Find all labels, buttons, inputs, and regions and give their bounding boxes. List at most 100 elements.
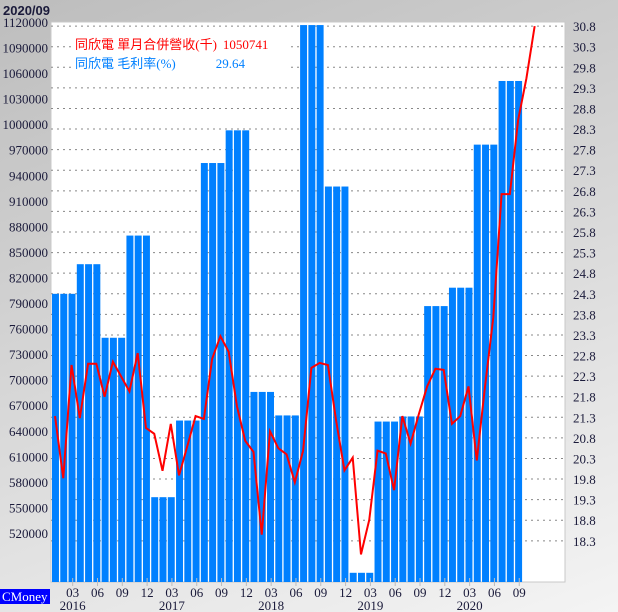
- revenue-bar: [324, 186, 332, 582]
- revenue-bar: [93, 264, 101, 582]
- legend-revenue-name: 同欣電 單月合併營收(千): [75, 37, 217, 52]
- revenue-bar: [366, 572, 374, 582]
- revenue-bar: [217, 163, 225, 582]
- left-axis-tick: 970000: [9, 143, 48, 158]
- revenue-bar: [184, 420, 192, 582]
- year-label: 2016: [60, 598, 87, 612]
- margin-line: [54, 25, 536, 555]
- left-axis-tick: 1030000: [3, 92, 49, 107]
- x-tick-label: 06: [488, 585, 502, 600]
- left-axis-tick: 1120000: [3, 15, 48, 30]
- legend-revenue-value: 1050741: [222, 37, 269, 52]
- revenue-bar: [250, 391, 258, 582]
- revenue-bar: [407, 416, 415, 582]
- left-axis-tick: 940000: [9, 168, 48, 183]
- left-axis-tick: 880000: [9, 219, 48, 234]
- x-tick-label: 03: [165, 585, 178, 600]
- revenue-bar: [316, 25, 324, 583]
- x-tick-label: 12: [339, 585, 352, 600]
- year-label: 2020: [457, 598, 483, 612]
- revenue-bar: [457, 287, 465, 582]
- right-axis-tick: 23.8: [573, 307, 596, 322]
- revenue-bar: [142, 235, 150, 582]
- right-axis-tick: 26.3: [573, 204, 596, 219]
- left-axis-tick: 520000: [9, 526, 48, 541]
- right-axis-tick: 20.3: [573, 451, 596, 466]
- revenue-bar: [374, 421, 382, 582]
- revenue-bar: [151, 497, 159, 582]
- right-axis-tick: 29.8: [573, 60, 596, 75]
- right-axis-tick: 25.8: [573, 225, 596, 240]
- right-axis-tick: 30.8: [573, 19, 596, 34]
- revenue-bar: [515, 80, 523, 583]
- legend-margin: 同欣電 毛利率(%) 29.64: [75, 54, 283, 73]
- left-axis-tick: 700000: [9, 373, 48, 388]
- legend: 同欣電 單月合併營收(千) 1050741 同欣電 毛利率(%) 29.64: [71, 35, 287, 73]
- revenue-bar: [101, 337, 109, 582]
- revenue-bar: [349, 572, 357, 582]
- revenue-bar: [498, 80, 506, 583]
- x-tick-label: 03: [463, 585, 476, 600]
- left-axis-tick: 670000: [9, 398, 48, 413]
- revenue-bar: [209, 163, 217, 582]
- right-axis-tick: 22.8: [573, 349, 596, 364]
- revenue-bar: [341, 186, 349, 582]
- x-tick-label: 03: [364, 585, 377, 600]
- x-tick-label: 06: [190, 585, 204, 600]
- revenue-bar: [267, 391, 274, 582]
- revenue-bar: [118, 337, 126, 582]
- revenue-bar: [233, 130, 241, 582]
- left-axis-tick: 850000: [9, 245, 48, 260]
- x-tick-label: 12: [141, 585, 154, 600]
- revenue-bar: [448, 287, 456, 582]
- left-axis-tick: 790000: [9, 296, 48, 311]
- revenue-bar: [432, 306, 440, 582]
- x-tick-label: 06: [91, 585, 105, 600]
- right-axis-tick: 24.8: [573, 266, 596, 281]
- x-tick-label: 03: [66, 585, 79, 600]
- x-tick-label: 12: [240, 585, 253, 600]
- revenue-bar: [283, 415, 291, 582]
- revenue-bar: [291, 415, 299, 582]
- revenue-bar: [85, 264, 93, 582]
- legend-revenue: 同欣電 單月合併營收(千) 1050741: [75, 35, 283, 54]
- revenue-bar: [399, 416, 407, 582]
- right-axis-tick: 21.8: [573, 390, 596, 405]
- right-axis-tick: 19.8: [573, 472, 596, 487]
- right-axis-tick: 21.3: [573, 410, 596, 425]
- x-tick-label: 09: [513, 585, 526, 600]
- left-axis-tick: 1090000: [3, 41, 49, 56]
- left-axis-tick: 1060000: [3, 66, 49, 81]
- right-axis-tick: 22.3: [573, 369, 596, 384]
- left-axis-tick: 580000: [9, 475, 48, 490]
- year-label: 2018: [258, 598, 284, 612]
- revenue-bar: [159, 497, 167, 582]
- left-axis-tick: 610000: [9, 449, 48, 464]
- revenue-bar: [192, 420, 200, 582]
- revenue-bar: [176, 420, 184, 582]
- left-axis-tick: 730000: [9, 347, 48, 362]
- revenue-bar: [473, 144, 481, 582]
- year-label: 2017: [159, 598, 186, 612]
- x-tick-label: 09: [116, 585, 129, 600]
- revenue-bar: [465, 287, 473, 582]
- right-axis-tick: 30.3: [573, 40, 596, 55]
- right-axis-tick: 27.3: [573, 163, 596, 178]
- revenue-bar: [52, 293, 59, 582]
- right-axis-tick: 18.8: [573, 513, 596, 528]
- x-tick-label: 09: [215, 585, 228, 600]
- revenue-bar: [258, 391, 266, 582]
- right-axis-tick: 18.3: [573, 534, 596, 549]
- x-tick-label: 09: [314, 585, 327, 600]
- revenue-bar: [200, 163, 208, 582]
- right-axis-tick: 27.8: [573, 143, 596, 158]
- revenue-bar: [109, 337, 117, 582]
- right-axis-tick: 24.3: [573, 287, 596, 302]
- legend-margin-name: 同欣電 毛利率(%): [75, 56, 176, 71]
- revenue-bar: [415, 416, 423, 582]
- legend-margin-value: 29.64: [215, 56, 245, 71]
- left-axis-tick: 820000: [9, 270, 48, 285]
- revenue-bar: [357, 572, 365, 582]
- revenue-bar: [126, 235, 134, 582]
